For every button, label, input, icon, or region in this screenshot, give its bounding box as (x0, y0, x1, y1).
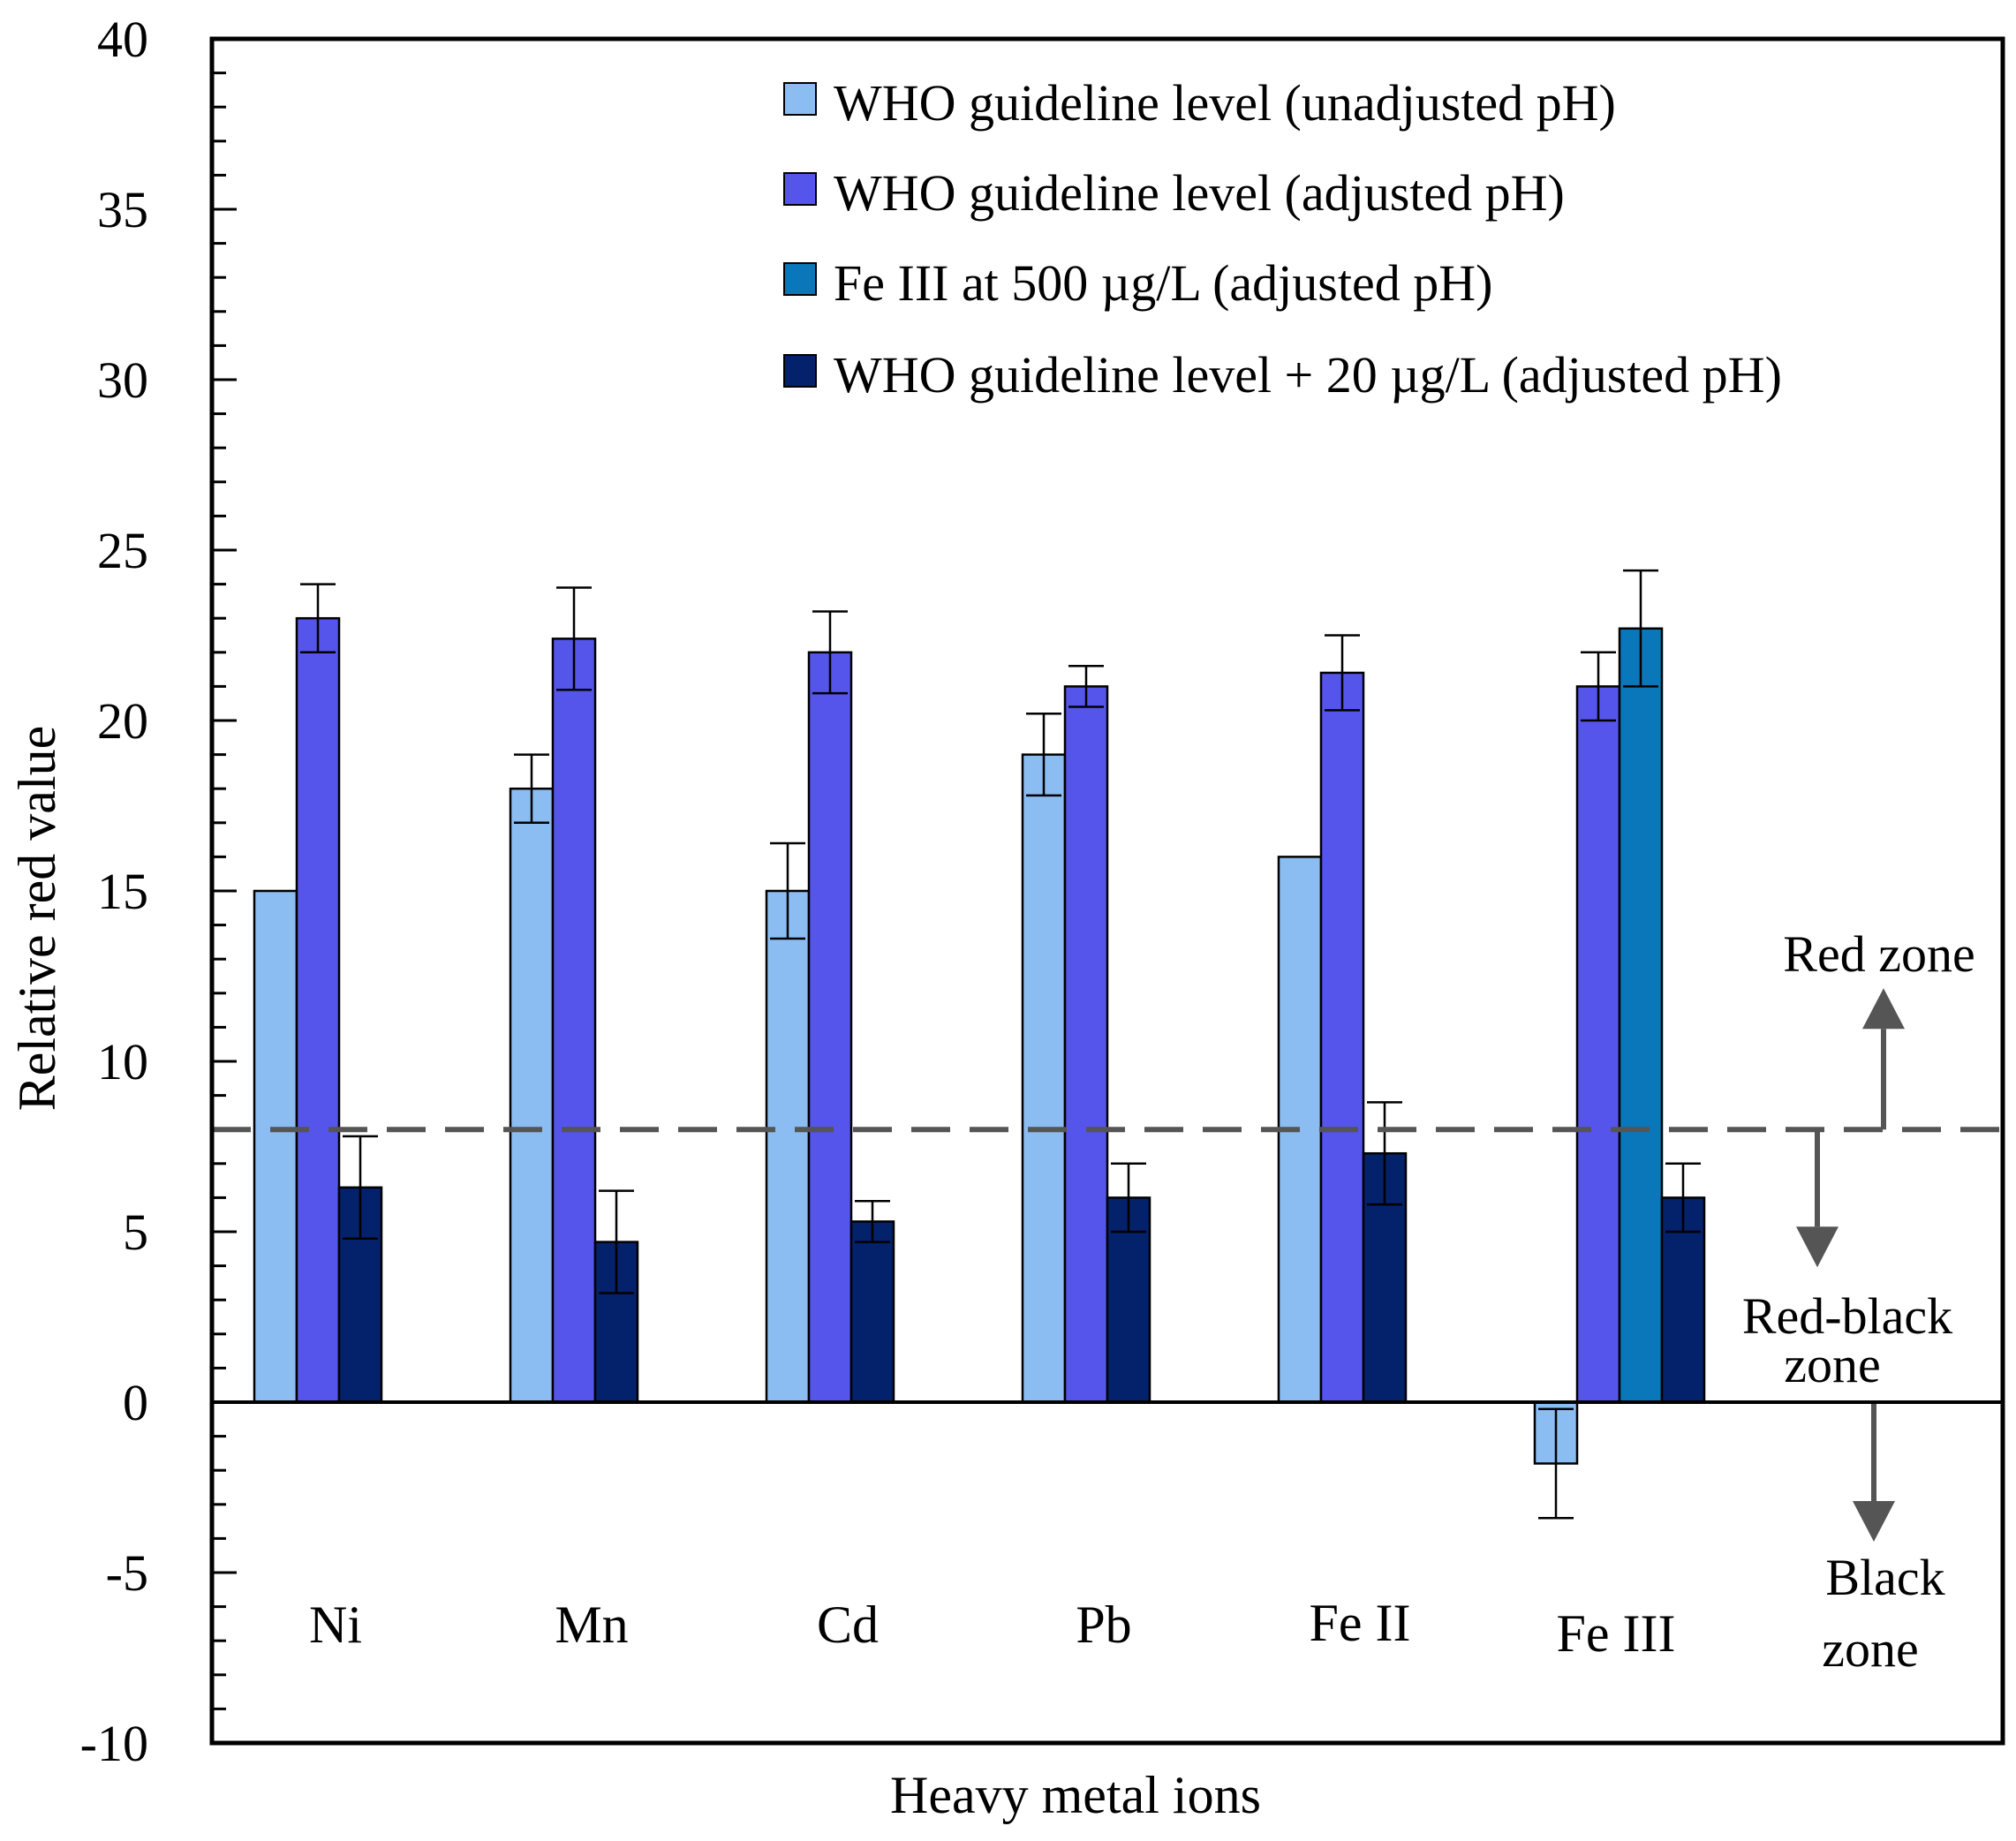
x-axis-title: Heavy metal ions (890, 1766, 1261, 1824)
bar (509, 787, 555, 1404)
bar (1618, 627, 1664, 1404)
legend-label: WHO guideline level + 20 µg/L (adjusted … (834, 346, 1782, 404)
zone-label-black-line1: Black (1825, 1549, 1944, 1606)
zone-arrows (1796, 988, 1905, 1542)
bar-marks (253, 616, 1706, 1465)
error-bars (300, 569, 1701, 1520)
plot-frame (209, 36, 2005, 1746)
y-axis-tick-labels: 40 35 30 25 20 15 10 5 0 -5 -10 (80, 11, 148, 1772)
y-tick-label: 35 (97, 181, 148, 238)
y-tick-label: 20 (97, 692, 148, 750)
y-tick-label: 30 (97, 351, 148, 409)
y-tick-label: -5 (106, 1544, 148, 1602)
bar (807, 651, 853, 1404)
y-tick-label: 5 (123, 1203, 148, 1261)
category-label: Ni (309, 1596, 362, 1654)
legend: WHO guideline level (unadjusted pH) WHO g… (783, 74, 1782, 404)
arrow-down-black-zone-head (1853, 1501, 1895, 1542)
category-label: Pb (1076, 1596, 1131, 1654)
zone-label-red-black-line1: Red-black (1742, 1287, 1952, 1345)
category-labels: Ni Mn Cd Pb Fe II Fe III (309, 1594, 1675, 1663)
y-tick-label: 10 (97, 1033, 148, 1090)
bar (1575, 685, 1621, 1404)
zone-label-red-black-line2: zone (1784, 1336, 1881, 1393)
legend-label: WHO guideline level (adjusted pH) (834, 164, 1565, 222)
y-tick-label: 15 (97, 863, 148, 920)
legend-swatch (783, 262, 817, 296)
category-label: Fe III (1557, 1604, 1676, 1663)
category-label: Fe II (1310, 1594, 1411, 1652)
category-label: Mn (555, 1596, 628, 1654)
zone-label-black-line2: zone (1822, 1620, 1919, 1678)
legend-label: WHO guideline level (unadjusted pH) (834, 74, 1616, 132)
y-tick-label: 25 (97, 522, 148, 579)
category-label: Cd (817, 1596, 879, 1654)
y-tick-label: 0 (123, 1374, 148, 1431)
y-tick-label: -10 (80, 1715, 148, 1772)
arrow-up-red-zone-head (1862, 988, 1905, 1030)
bar (295, 616, 341, 1404)
zone-label-red: Red zone (1783, 925, 1974, 983)
arrow-down-red-black-zone-head (1796, 1226, 1839, 1268)
legend-swatch (783, 354, 817, 388)
legend-swatch (783, 82, 817, 116)
bar (1063, 685, 1109, 1404)
legend-swatch (783, 172, 817, 206)
bar (253, 889, 298, 1404)
bar (1319, 671, 1365, 1404)
y-tick-label: 40 (97, 11, 148, 68)
bar (765, 889, 811, 1404)
bar (849, 1220, 895, 1404)
y-axis-ticks (212, 37, 237, 1745)
bar (551, 638, 597, 1404)
legend-label: Fe III at 500 µg/L (adjusted pH) (834, 254, 1492, 312)
bar (1021, 753, 1067, 1404)
y-axis-title: Relative red value (8, 726, 66, 1111)
